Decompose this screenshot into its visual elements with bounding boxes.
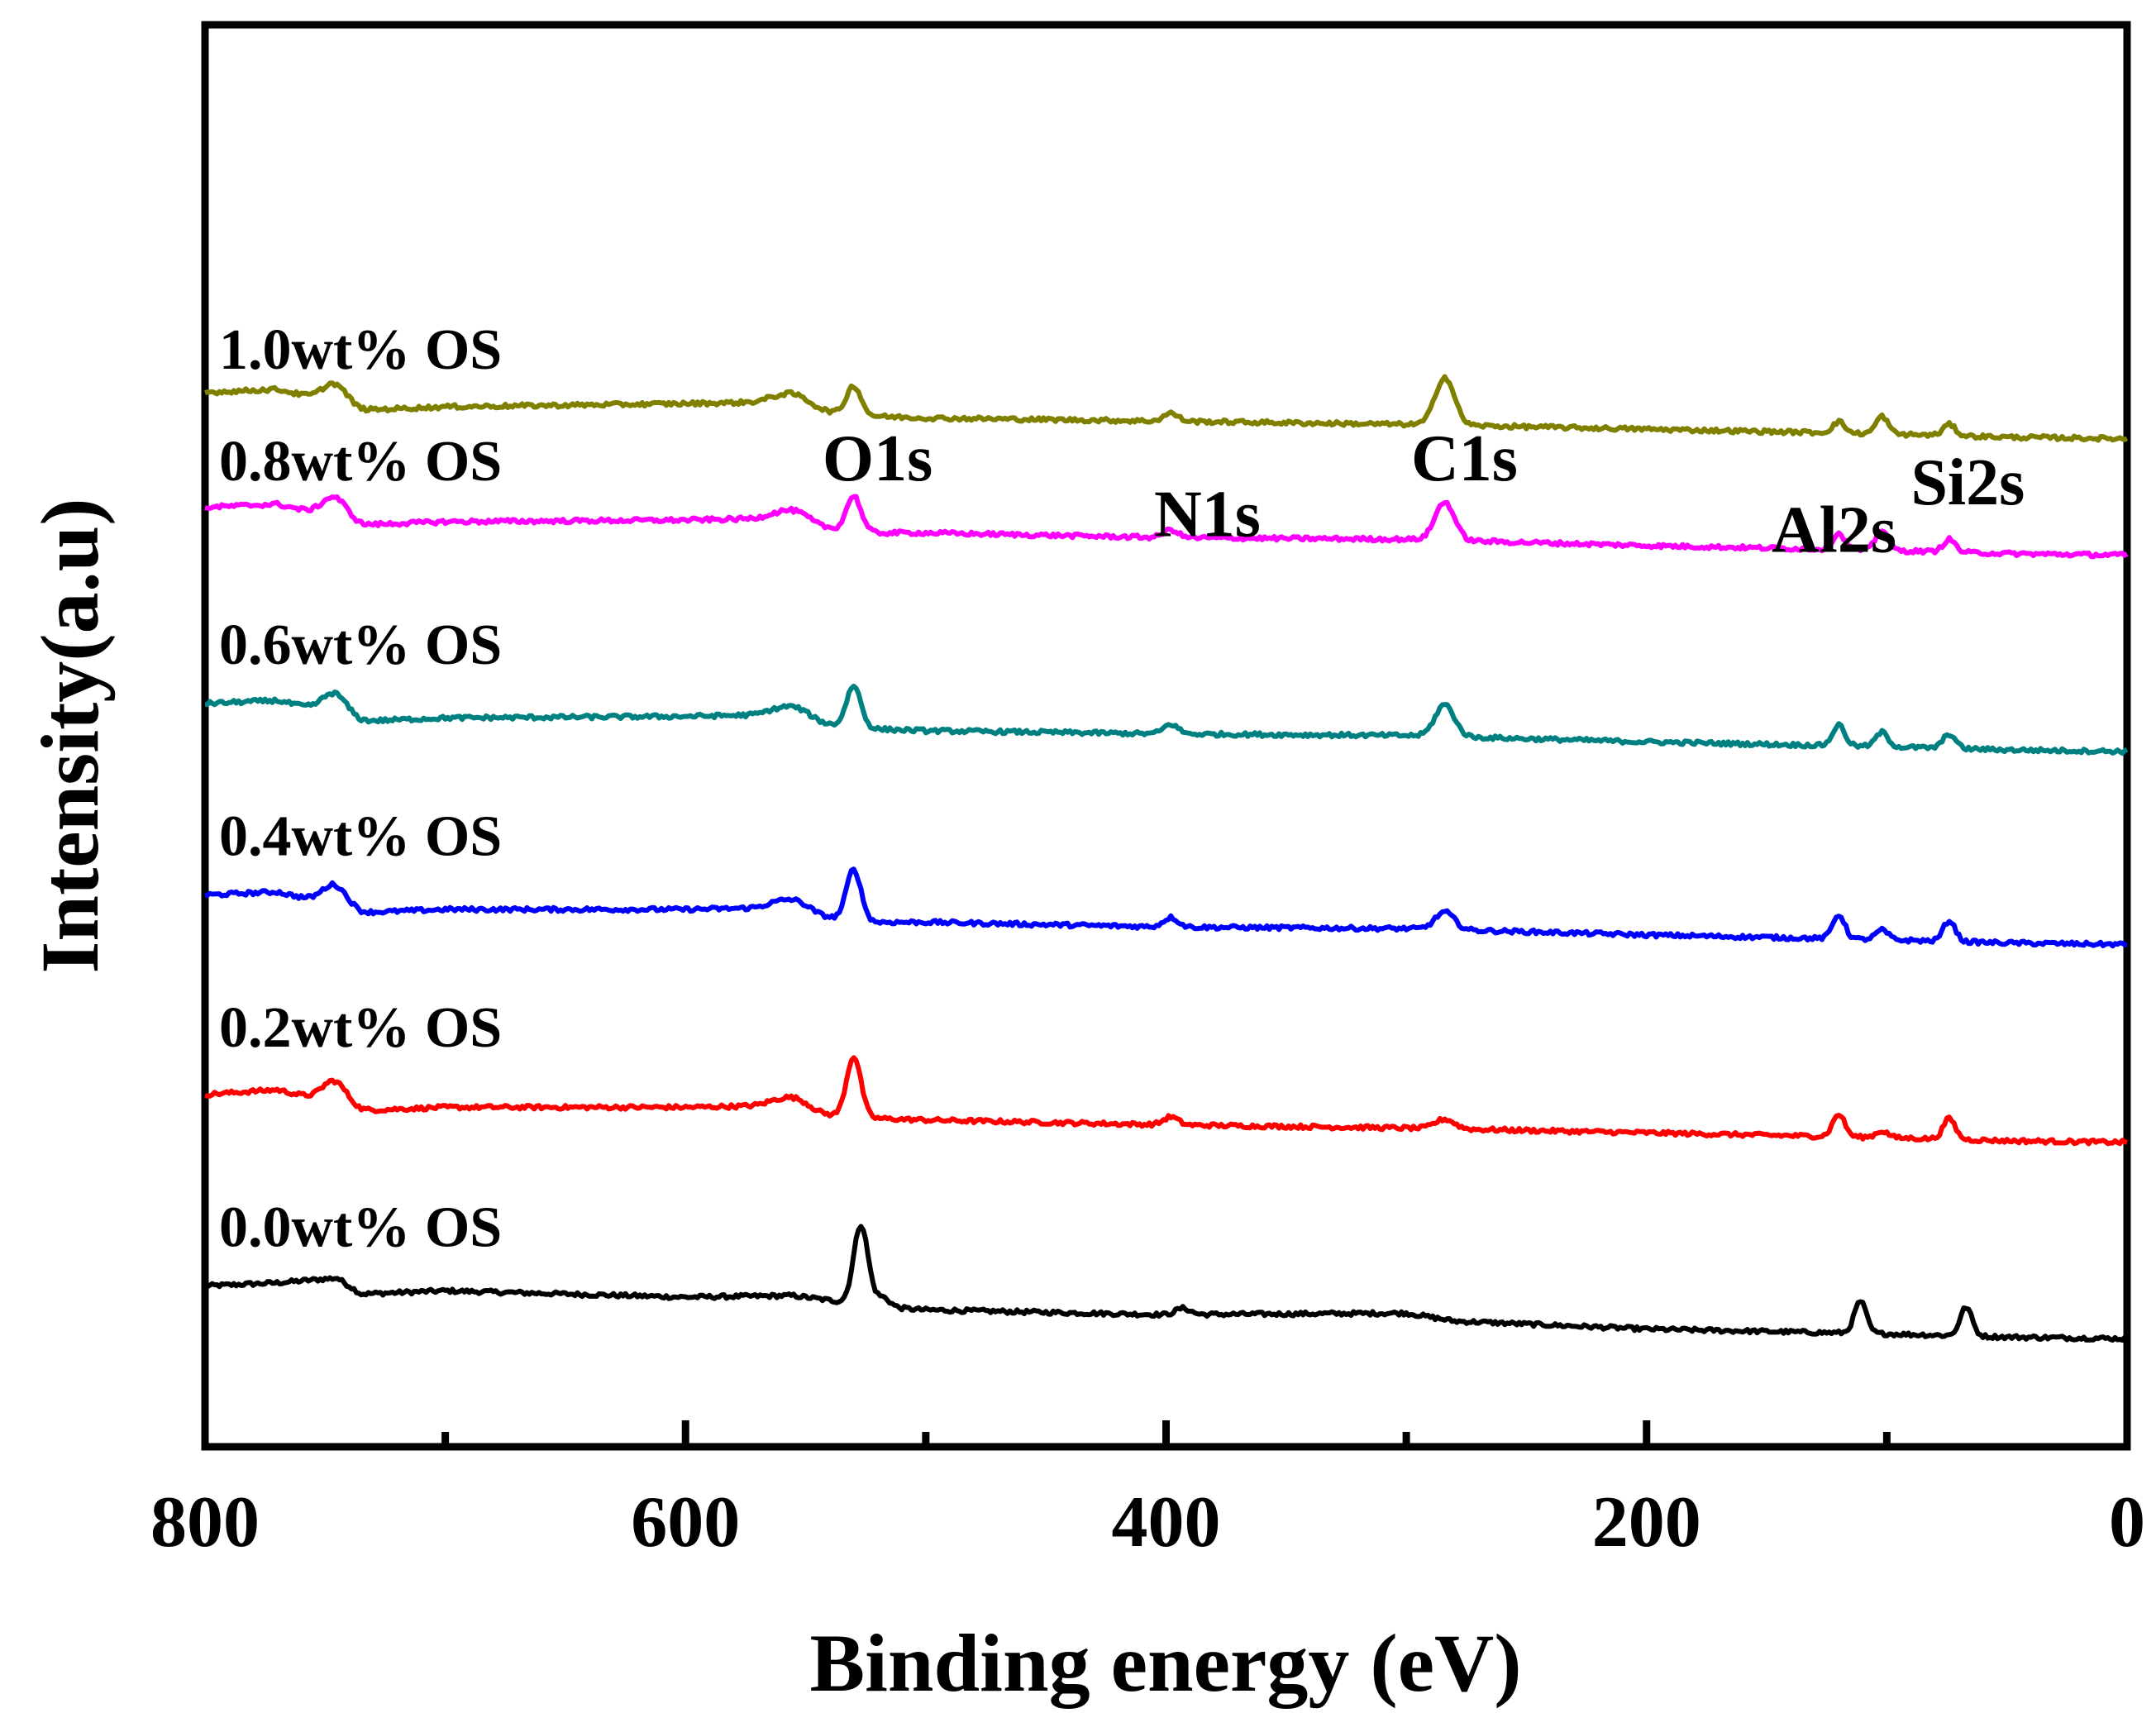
series-label-3: 0.6wt% OS [219,613,502,677]
series-line-4 [204,494,2129,560]
x-axis-title: Binding energy (eV) [809,1617,1521,1709]
peak-label-si2s: Si2s [1910,446,2025,519]
series-line-2 [204,866,2128,949]
peak-label-c1s: C1s [1411,422,1518,495]
series-layer [203,374,2129,1343]
series-label-2: 0.4wt% OS [219,804,502,868]
y-axis-title: Intensity(a.u) [24,498,116,973]
x-tick-label-0: 800 [150,1482,260,1563]
peak-label-o1s: O1s [823,422,933,495]
x-tick-label-3: 200 [1592,1482,1701,1563]
peak-label-n1s: N1s [1154,478,1261,551]
series-line-1 [204,1055,2128,1147]
x-tick-label-1: 600 [631,1482,740,1563]
x-axis-ticks: 800 600 400 200 0 [150,1420,2145,1563]
x-tick-label-2: 400 [1112,1482,1221,1563]
series-label-0: 0.0wt% OS [219,1195,502,1259]
series-label-1: 0.2wt% OS [219,996,502,1060]
series-label-4: 0.8wt% OS [219,430,502,494]
peak-label-al2s: Al2s [1772,494,1896,567]
series-label-5: 1.0wt% OS [219,318,502,382]
series-line-3 [204,684,2129,756]
x-tick-label-4: 0 [2109,1482,2145,1563]
series-line-0 [203,1224,2128,1343]
series-line-5 [204,374,2129,443]
series-labels: 0.0wt% OS 0.2wt% OS 0.4wt% OS 0.6wt% OS 0.8w… [219,318,502,1260]
